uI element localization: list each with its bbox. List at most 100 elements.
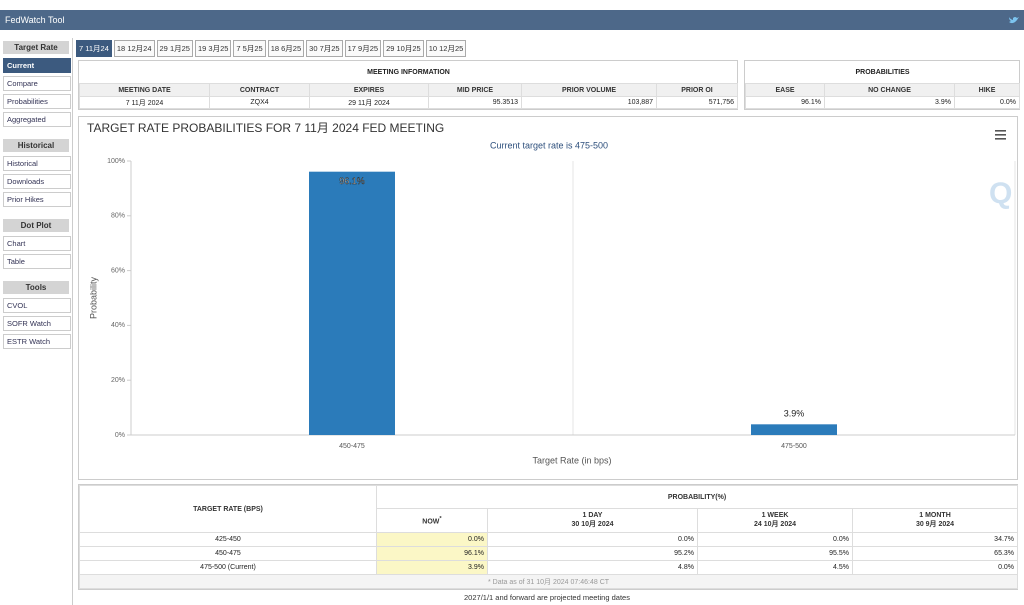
column-header: HIKE bbox=[953, 83, 1021, 97]
sidebar-section-title: Tools bbox=[3, 281, 69, 294]
meeting-tab[interactable]: 10 12月25 bbox=[425, 40, 467, 57]
meeting-tab[interactable]: 29 1月25 bbox=[156, 40, 193, 57]
cell: 95.2% bbox=[487, 546, 698, 561]
cell: 0.0% bbox=[487, 532, 698, 547]
meeting-tab[interactable]: 19 3月25 bbox=[194, 40, 232, 57]
sidebar-link[interactable]: Chart bbox=[3, 236, 71, 251]
cell: 4.8% bbox=[487, 560, 698, 575]
sidebar-link[interactable]: Probabilities bbox=[3, 94, 71, 109]
projection-note: 2027/1/1 and forward are projected meeti… bbox=[464, 593, 630, 602]
chart-subtitle: Current target rate is 475-500 bbox=[490, 140, 608, 150]
cell: 0.0% bbox=[376, 532, 488, 547]
column-header: 1 WEEK 24 10月 2024 bbox=[697, 508, 853, 533]
probabilities-panel: PROBABILITIES EASE NO CHANGE HIKE 96.1% 3.9% 0… bbox=[744, 60, 1021, 110]
column-header: NO CHANGE bbox=[824, 83, 955, 97]
chart-panel: TARGET RATE PROBABILITIES FOR 7 11月 2024… bbox=[78, 116, 1018, 480]
cell: 96.1% bbox=[745, 96, 825, 109]
column-header: PRIOR OI bbox=[655, 83, 739, 97]
sidebar-link[interactable]: Aggregated bbox=[3, 112, 71, 127]
sidebar-section-title: Historical bbox=[3, 139, 69, 152]
y-axis-title: Probability bbox=[88, 276, 98, 319]
value-label: 96.1% bbox=[339, 176, 365, 186]
rate-table-panel: TARGET RATE (BPS) PROBABILITY(%) NOW* 1 DAY… bbox=[78, 484, 1019, 590]
x-tick-label: 475-500 bbox=[781, 443, 807, 450]
column-header: MID PRICE bbox=[428, 83, 522, 97]
info-table: MEETING INFORMATION MEETING DATE CONTRACT E… bbox=[79, 61, 739, 109]
info-table: PROBABILITIES EASE NO CHANGE HIKE 96.1% 3.9% 0… bbox=[745, 61, 1021, 109]
y-tick-label: 100% bbox=[107, 158, 125, 165]
watermark-logo: Q bbox=[989, 177, 1012, 210]
sidebar-link[interactable]: Table bbox=[3, 254, 71, 269]
cell: 0.0% bbox=[953, 96, 1021, 109]
meeting-tab[interactable]: 18 6月25 bbox=[267, 40, 305, 57]
cell: 7 11月 2024 bbox=[79, 96, 210, 109]
sidebar-link[interactable]: CVOL bbox=[3, 298, 71, 313]
app-header: FedWatch Tool bbox=[0, 10, 1024, 30]
column-mark: * bbox=[439, 515, 442, 522]
value-label: 3.9% bbox=[784, 409, 805, 419]
sidebar-link[interactable]: Compare bbox=[3, 76, 71, 91]
footnote: * Data as of 31 10月 2024 07:46:48 CT bbox=[78, 574, 1019, 589]
meeting-tab[interactable]: 18 12月24 bbox=[113, 40, 155, 57]
y-tick-label: 20% bbox=[111, 377, 125, 384]
column-date: 24 10月 2024 bbox=[753, 521, 797, 528]
cell: 96.1% bbox=[376, 546, 488, 561]
menu-icon[interactable] bbox=[995, 130, 1006, 140]
column-date: 30 10月 2024 bbox=[571, 521, 614, 528]
x-axis-title: Target Rate (in bps) bbox=[532, 455, 611, 465]
column-date: 30 9月 2024 bbox=[915, 521, 955, 528]
bar bbox=[751, 424, 837, 435]
cell: 425-450 bbox=[79, 532, 377, 547]
cell: ZQX4 bbox=[209, 96, 310, 109]
sidebar-link[interactable]: Downloads bbox=[3, 174, 71, 189]
meeting-tab[interactable]: 17 9月25 bbox=[344, 40, 382, 57]
column-header: EASE bbox=[745, 83, 825, 97]
y-tick-label: 60% bbox=[111, 267, 125, 274]
data-row: 96.1% 3.9% 0.0% bbox=[745, 96, 1021, 109]
sidebar-link[interactable]: Historical bbox=[3, 156, 71, 171]
column-label: 1 MONTH bbox=[919, 512, 951, 519]
meeting-tab[interactable]: 7 11月24 bbox=[76, 40, 112, 57]
cell: 571,756 bbox=[655, 96, 739, 109]
chart-title: TARGET RATE PROBABILITIES FOR 7 11月 2024… bbox=[87, 121, 444, 135]
sidebar-link[interactable]: Prior Hikes bbox=[3, 192, 71, 207]
bar bbox=[309, 171, 395, 435]
column-label: NOW bbox=[422, 518, 440, 526]
panel-title: MEETING INFORMATION bbox=[367, 68, 450, 76]
header-row: EASE NO CHANGE HIKE bbox=[745, 83, 1021, 97]
header-row: TARGET RATE (BPS) PROBABILITY(%) bbox=[79, 485, 1019, 533]
sidebar-section-title: Dot Plot bbox=[3, 219, 69, 232]
column-header: CONTRACT bbox=[209, 83, 310, 97]
column-header: MEETING DATE bbox=[79, 83, 210, 97]
meeting-tab[interactable]: 7 5月25 bbox=[233, 40, 266, 57]
rate-table: TARGET RATE (BPS) PROBABILITY(%) NOW* 1 DAY… bbox=[78, 485, 1019, 589]
column-header: EXPIRES bbox=[309, 83, 429, 97]
cell: 450-475 bbox=[79, 546, 377, 561]
meeting-tab[interactable]: 29 10月25 bbox=[383, 40, 424, 57]
sidebar-section-title: Target Rate bbox=[3, 41, 69, 54]
meeting-tab[interactable]: 30 7月25 bbox=[306, 40, 343, 57]
twitter-icon[interactable] bbox=[1008, 15, 1020, 25]
column-label: 1 WEEK bbox=[761, 512, 789, 519]
y-tick-label: 40% bbox=[111, 322, 125, 329]
cell: 95.5% bbox=[697, 546, 853, 561]
cell: 29 11月 2024 bbox=[309, 96, 429, 109]
column-header: 1 MONTH 30 9月 2024 bbox=[851, 508, 1019, 533]
cell: 65.3% bbox=[851, 546, 1019, 561]
column-label: 1 DAY bbox=[582, 512, 603, 519]
sidebar-link[interactable]: SOFR Watch bbox=[3, 316, 71, 331]
cell: 3.9% bbox=[376, 560, 488, 575]
cell: 3.9% bbox=[824, 96, 955, 109]
sidebar-link[interactable]: Current bbox=[3, 58, 71, 73]
y-tick-label: 80% bbox=[111, 213, 125, 220]
title-row: PROBABILITIES bbox=[746, 61, 1020, 84]
cell: 95.3513 bbox=[428, 96, 522, 109]
group-header: PROBABILITY(%) bbox=[375, 485, 1019, 509]
cell: 103,887 bbox=[521, 96, 657, 109]
meeting-info-panel: MEETING INFORMATION MEETING DATE CONTRACT E… bbox=[78, 60, 739, 110]
cell: 4.5% bbox=[697, 560, 853, 575]
row-header: TARGET RATE (BPS) bbox=[79, 485, 377, 533]
sidebar-link[interactable]: ESTR Watch bbox=[3, 334, 71, 349]
panel-title: PROBABILITIES bbox=[855, 68, 910, 76]
